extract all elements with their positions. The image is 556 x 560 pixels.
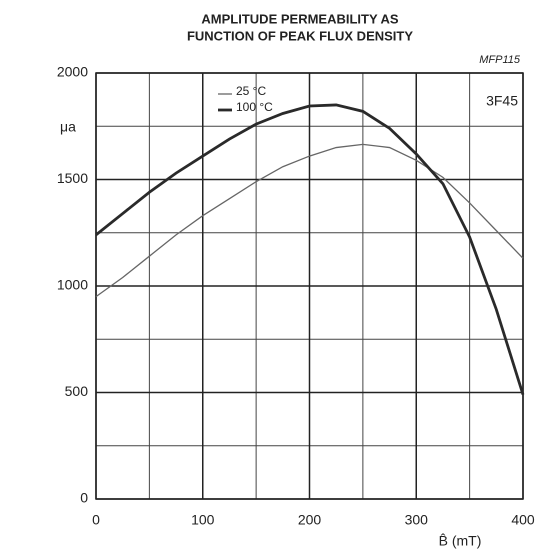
y-tick-label: 1500 — [57, 170, 88, 186]
y-tick-label: 0 — [80, 490, 88, 506]
x-axis-label: B̂ (mT) — [439, 532, 482, 548]
y-axis-label: μa — [60, 119, 76, 135]
legend-label: 25 °C — [236, 84, 266, 98]
y-tick-label: 1000 — [57, 277, 88, 293]
legend-label: 100 °C — [236, 100, 273, 114]
x-tick-label: 400 — [511, 512, 535, 528]
line-series — [95, 143, 524, 298]
x-tick-label: 300 — [405, 512, 429, 528]
x-tick-label: 100 — [191, 512, 215, 528]
annotation: MFP115 — [479, 54, 521, 66]
x-tick-label: 0 — [92, 512, 100, 528]
annotation: 3F45 — [486, 93, 518, 109]
chart-title: AMPLITUDE PERMEABILITY AS — [201, 11, 399, 26]
chart-title: FUNCTION OF PEAK FLUX DENSITY — [187, 28, 413, 43]
y-tick-label: 500 — [65, 383, 89, 399]
plot-frame — [95, 72, 524, 500]
x-tick-label: 200 — [298, 512, 322, 528]
y-tick-label: 2000 — [57, 64, 88, 80]
line-series — [95, 103, 525, 396]
